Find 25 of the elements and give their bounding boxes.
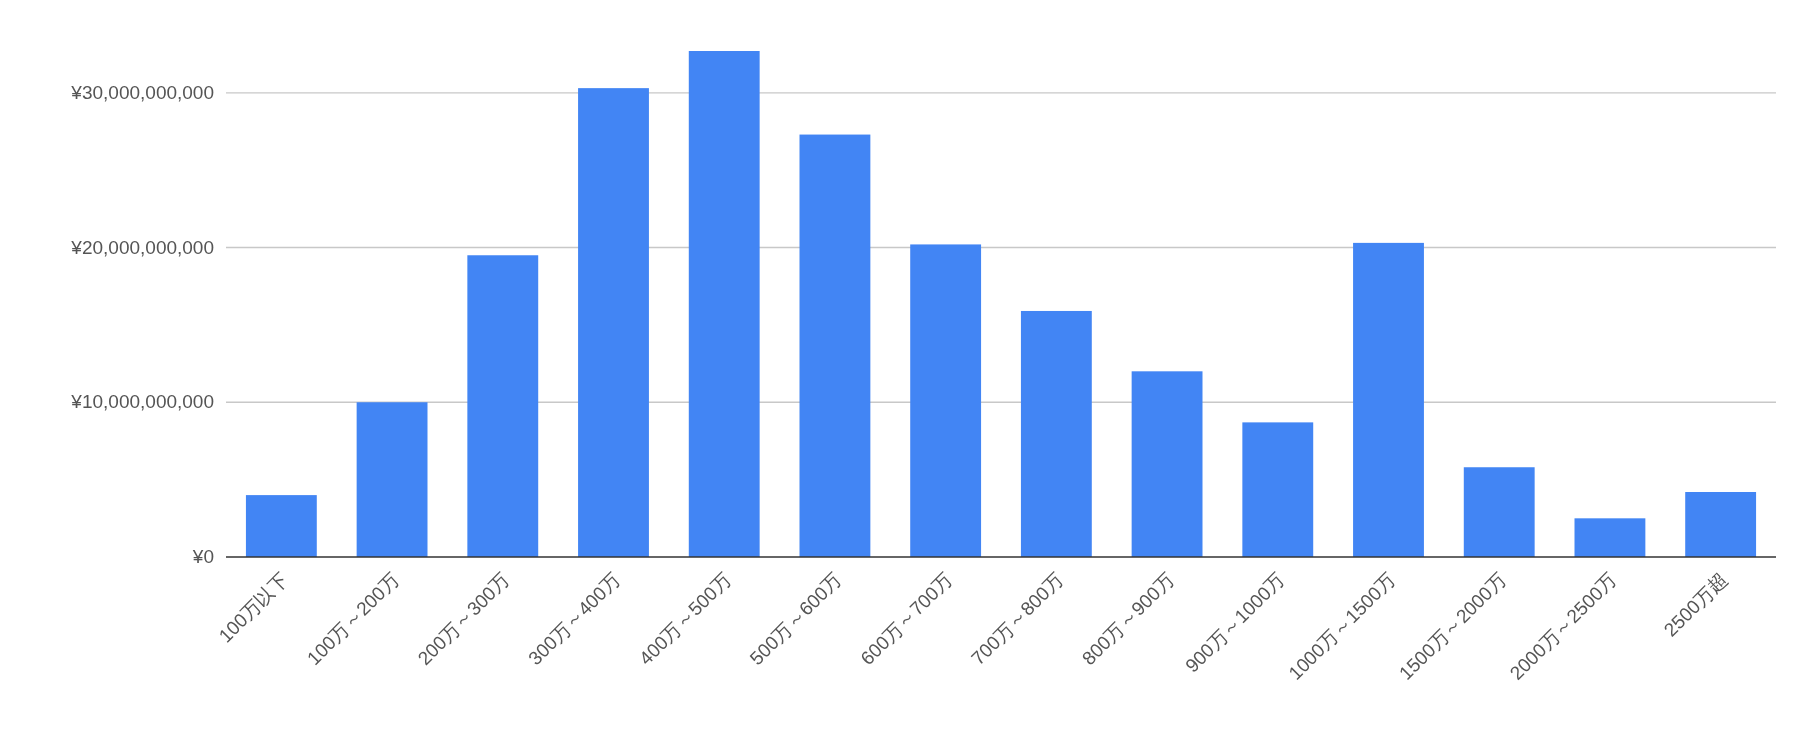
y-tick-label: ¥0 — [191, 546, 214, 567]
bar — [1242, 422, 1314, 557]
bar — [1020, 310, 1092, 557]
bar — [1463, 467, 1535, 557]
x-tick-label: 500万～600万 — [745, 568, 846, 669]
x-tick-label: 300万～400万 — [524, 568, 625, 669]
bar — [578, 88, 649, 557]
x-tick-label: 800万～900万 — [1077, 568, 1178, 669]
y-tick-label: ¥10,000,000,000 — [70, 391, 214, 413]
y-tick-label: ¥20,000,000,000 — [70, 236, 214, 258]
x-tick-label: 400万～500万 — [635, 568, 736, 669]
bar — [245, 495, 317, 557]
bar — [910, 244, 982, 557]
y-tick-label: ¥30,000,000,000 — [70, 81, 214, 103]
bar — [1353, 242, 1424, 557]
bar — [1685, 492, 1757, 557]
bar — [467, 255, 539, 557]
x-tick-label: 700万～800万 — [967, 568, 1068, 669]
bar — [356, 402, 428, 557]
bar — [688, 51, 760, 557]
x-tick-label: 600万～700万 — [856, 568, 957, 669]
bar — [799, 134, 871, 557]
bar — [1574, 518, 1646, 557]
bar — [1131, 371, 1203, 557]
x-tick-label: 100万～200万 — [302, 568, 403, 669]
